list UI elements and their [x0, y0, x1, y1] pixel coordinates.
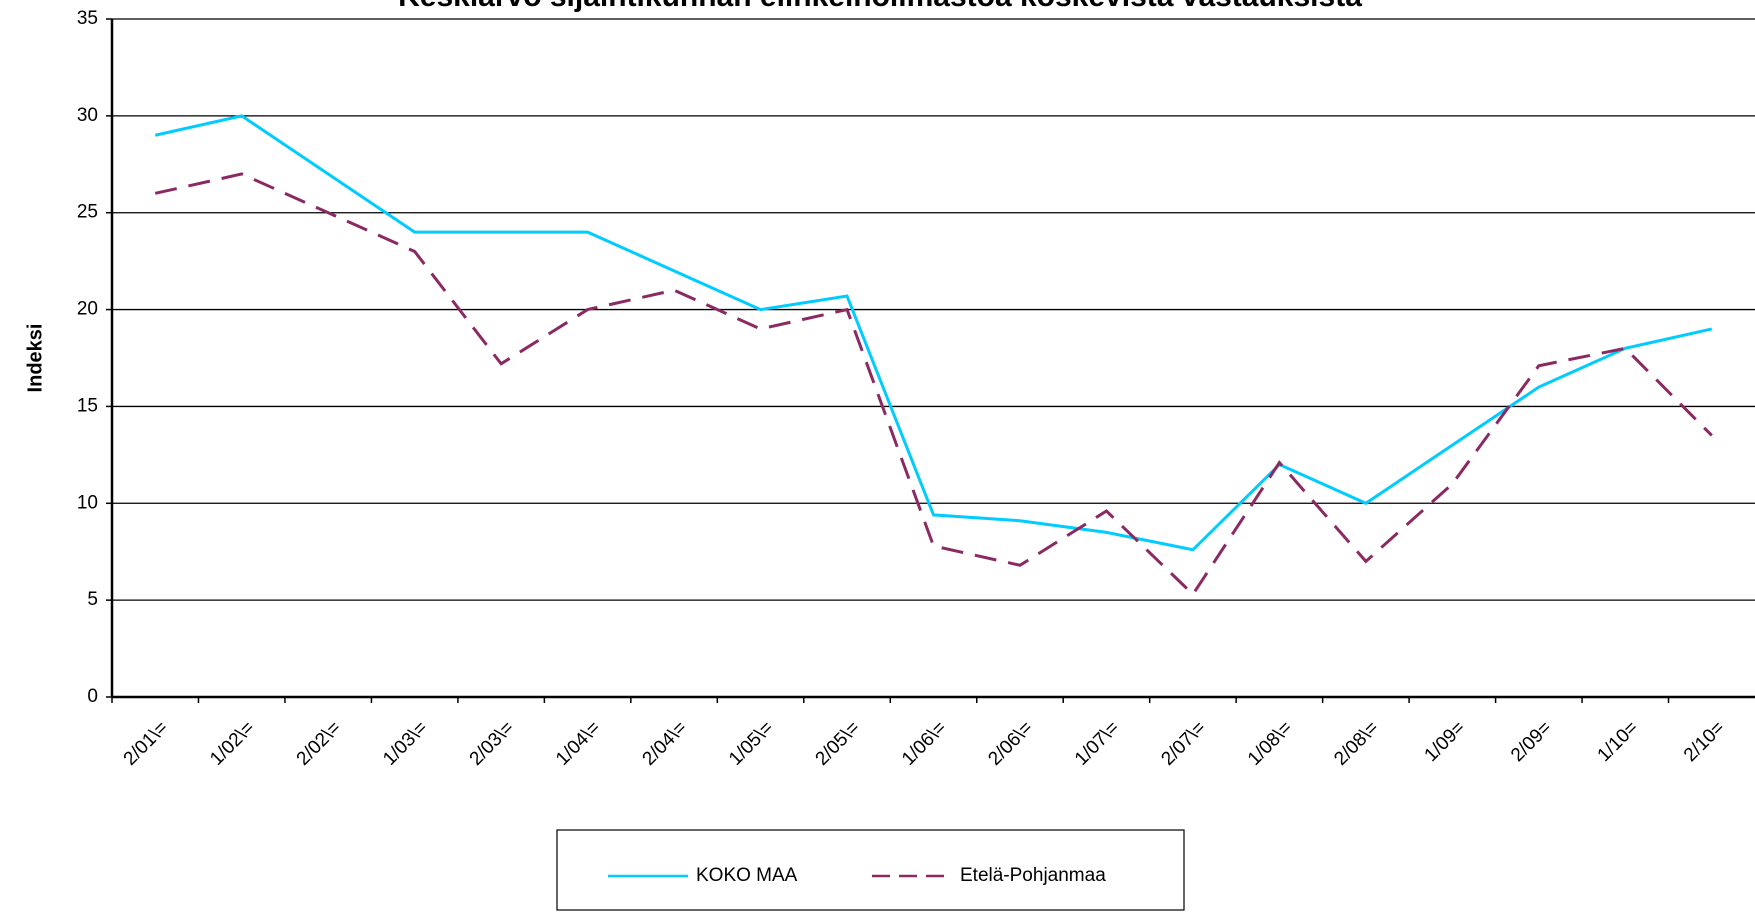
- x-tick-label: 1/09=: [1421, 717, 1470, 766]
- x-tick-label: 2/06\=: [984, 717, 1037, 770]
- x-tick-label: 2/05\=: [812, 717, 865, 770]
- x-tick-label: 2/01\=: [120, 717, 173, 770]
- x-tick-label: 1/04\=: [552, 717, 605, 770]
- x-tick-label: 2/04\=: [639, 717, 692, 770]
- x-tick-label: 1/07\=: [1071, 717, 1124, 770]
- y-tick-label: 35: [77, 8, 98, 29]
- x-tick-label: 1/05\=: [725, 717, 778, 770]
- y-tick-label: 30: [77, 105, 98, 126]
- legend-box: [556, 829, 1185, 911]
- chart-title: Keskiarvo sijaintikunnan elinkeinoilmast…: [398, 0, 1362, 13]
- y-tick-label: 15: [77, 395, 98, 416]
- series-line: [154, 114, 1713, 552]
- x-tick-label: 1/10=: [1594, 717, 1643, 766]
- legend-label: KOKO MAA: [696, 865, 798, 886]
- x-tick-label: 2/07\=: [1157, 717, 1210, 770]
- x-tick-label: 2/03\=: [466, 717, 519, 770]
- x-tick-label: 1/08\=: [1244, 717, 1297, 770]
- legend-label: Etelä-Pohjanmaa: [960, 865, 1106, 886]
- y-tick-label: 20: [77, 299, 98, 320]
- x-tick-label: 1/03\=: [379, 717, 432, 770]
- y-tick-label: 5: [87, 589, 98, 610]
- y-tick-label: 25: [77, 202, 98, 223]
- x-tick-label: 1/06\=: [898, 717, 951, 770]
- series-line: [154, 172, 1713, 597]
- x-tick-label: 2/09=: [1507, 717, 1556, 766]
- x-tick-label: 2/08\=: [1330, 717, 1383, 770]
- x-tick-label: 2/02\=: [293, 717, 346, 770]
- y-tick-label: 10: [77, 492, 98, 513]
- y-tick-label: 0: [87, 686, 98, 707]
- x-tick-label: 2/10=: [1680, 717, 1729, 766]
- x-tick-label: 1/02\=: [206, 717, 259, 770]
- y-axis-label: Indeksi: [24, 324, 46, 393]
